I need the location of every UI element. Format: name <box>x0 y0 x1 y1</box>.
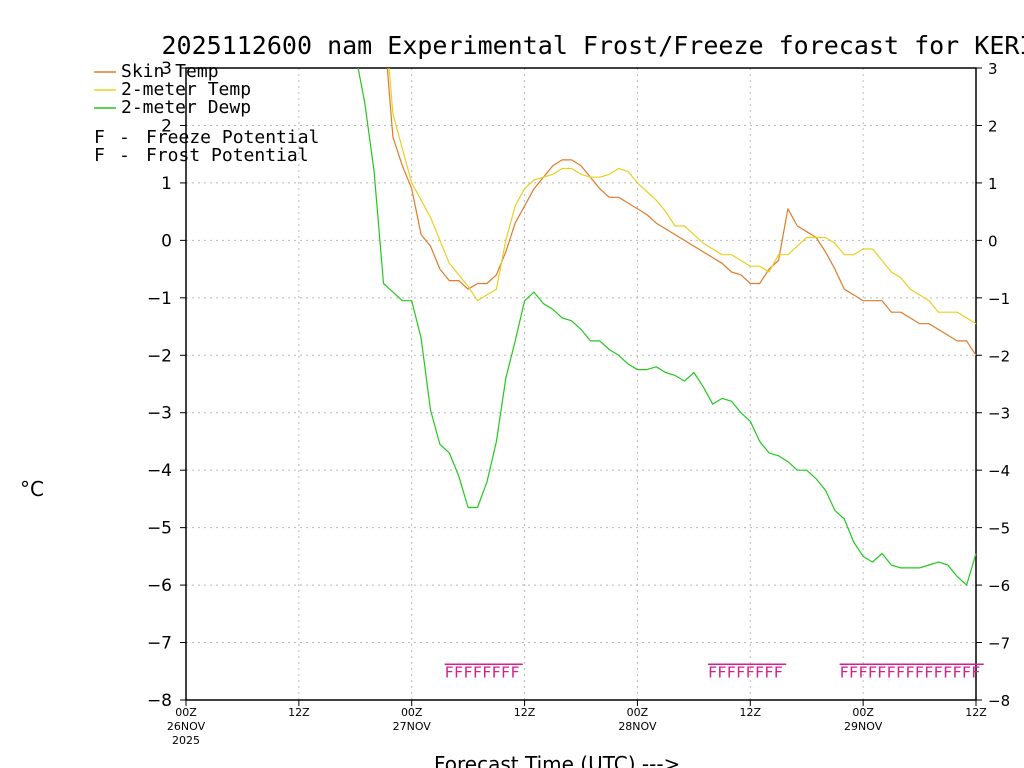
legend-separator: - <box>119 145 130 166</box>
series-line-2-meter-temp <box>388 67 977 325</box>
freeze-marker: F <box>896 663 905 681</box>
freeze-marker: F <box>717 663 726 681</box>
legend-separator: - <box>119 127 130 148</box>
freeze-marker: F <box>849 663 858 681</box>
x-tick-label: 00Z <box>175 706 197 719</box>
y-axis: −8 −8 −7 −7 −6 −6 −5 −5 −4 −4 −3 −3 −2 −2 −1 −1 0 0 1 1 2 2 3 3 <box>147 59 1010 711</box>
legend-label: 2-meter Dewp <box>121 97 251 118</box>
freeze-marker: F <box>764 663 773 681</box>
freeze-marker: F <box>924 663 933 681</box>
y-tick-label-right: −1 <box>988 290 1010 308</box>
freeze-marker: F <box>727 663 736 681</box>
freeze-marker: F <box>774 663 783 681</box>
freeze-marker: F <box>445 663 454 681</box>
legend-label: Skin Temp <box>121 61 219 82</box>
freeze-marker: F <box>877 663 886 681</box>
y-tick-label: 0 <box>161 231 172 251</box>
legend-letter: F <box>94 145 105 166</box>
x-tick-label: 00Z <box>627 706 649 719</box>
freeze-marker: F <box>971 663 980 681</box>
freeze-marker: F <box>463 663 472 681</box>
freeze-marker: F <box>501 663 510 681</box>
y-tick-label-right: −4 <box>988 462 1010 480</box>
freeze-marker: F <box>492 663 501 681</box>
freeze-marker: F <box>746 663 755 681</box>
freeze-marker: F <box>858 663 867 681</box>
y-tick-label: 2 <box>161 116 172 136</box>
y-tick-label: 3 <box>161 59 172 79</box>
freeze-marker: F <box>708 663 717 681</box>
y-tick-label-right: −5 <box>988 520 1010 538</box>
series-line-2-meter-dewp <box>357 67 977 586</box>
legend-label: Freeze Potential <box>146 127 319 148</box>
y-tick-label: −6 <box>147 576 172 596</box>
x-tick-year: 2025 <box>172 734 200 747</box>
x-tick-label: 12Z <box>288 706 310 719</box>
x-tick-date: 27NOV <box>393 720 432 733</box>
series-lines <box>357 67 977 586</box>
freeze-marker: F <box>755 663 764 681</box>
y-tick-label: −3 <box>147 404 172 424</box>
x-tick-date: 28NOV <box>618 720 657 733</box>
y-tick-label-right: −7 <box>988 635 1010 653</box>
freeze-marker: F <box>905 663 914 681</box>
y-tick-label-right: −8 <box>988 692 1010 710</box>
x-tick-label: 12Z <box>965 706 987 719</box>
freeze-marker: F <box>482 663 491 681</box>
legend-letter: F <box>94 127 105 148</box>
chart-title: 2025112600 nam Experimental Frost/Freeze… <box>162 31 1024 60</box>
x-tick-label: 00Z <box>852 706 874 719</box>
y-tick-label-right: −6 <box>988 577 1010 595</box>
y-tick-label-right: −2 <box>988 347 1010 365</box>
legend-label: 2-meter Temp <box>121 79 251 100</box>
x-tick-date: 26NOV <box>167 720 206 733</box>
legend-label: Frost Potential <box>146 145 309 166</box>
freeze-marker: F <box>868 663 877 681</box>
x-tick-date: 29NOV <box>844 720 883 733</box>
x-tick-label: 12Z <box>514 706 536 719</box>
y-tick-label: 1 <box>161 174 172 194</box>
freeze-marker: F <box>473 663 482 681</box>
series-line-skin-temp <box>386 67 977 356</box>
x-axis-label: Forecast Time (UTC) ---> <box>434 752 680 768</box>
x-tick-label: 00Z <box>401 706 423 719</box>
y-tick-label-right: 3 <box>988 60 998 78</box>
freeze-marker: F <box>934 663 943 681</box>
freeze-marker: F <box>943 663 952 681</box>
y-tick-label: −4 <box>147 461 172 481</box>
freeze-marker: F <box>962 663 971 681</box>
y-tick-label: −8 <box>147 691 172 711</box>
y-tick-label-right: −3 <box>988 405 1010 423</box>
freeze-marker: F <box>952 663 961 681</box>
freeze-marker: F <box>840 663 849 681</box>
y-tick-label: −7 <box>147 634 172 654</box>
x-tick-label: 12Z <box>740 706 762 719</box>
y-tick-label-right: 0 <box>988 232 998 250</box>
y-axis-label: °C <box>20 477 44 501</box>
y-tick-label: −5 <box>147 519 172 539</box>
freeze-marker: F <box>915 663 924 681</box>
y-tick-label-right: 1 <box>988 175 998 193</box>
freeze-marker: F <box>510 663 519 681</box>
freeze-marker: F <box>887 663 896 681</box>
y-tick-label: −2 <box>147 346 172 366</box>
plot-frame <box>185 67 977 701</box>
freeze-marker: F <box>454 663 463 681</box>
y-tick-label-right: 2 <box>988 117 998 135</box>
freeze-marker: F <box>736 663 745 681</box>
y-tick-label: −1 <box>147 289 172 309</box>
